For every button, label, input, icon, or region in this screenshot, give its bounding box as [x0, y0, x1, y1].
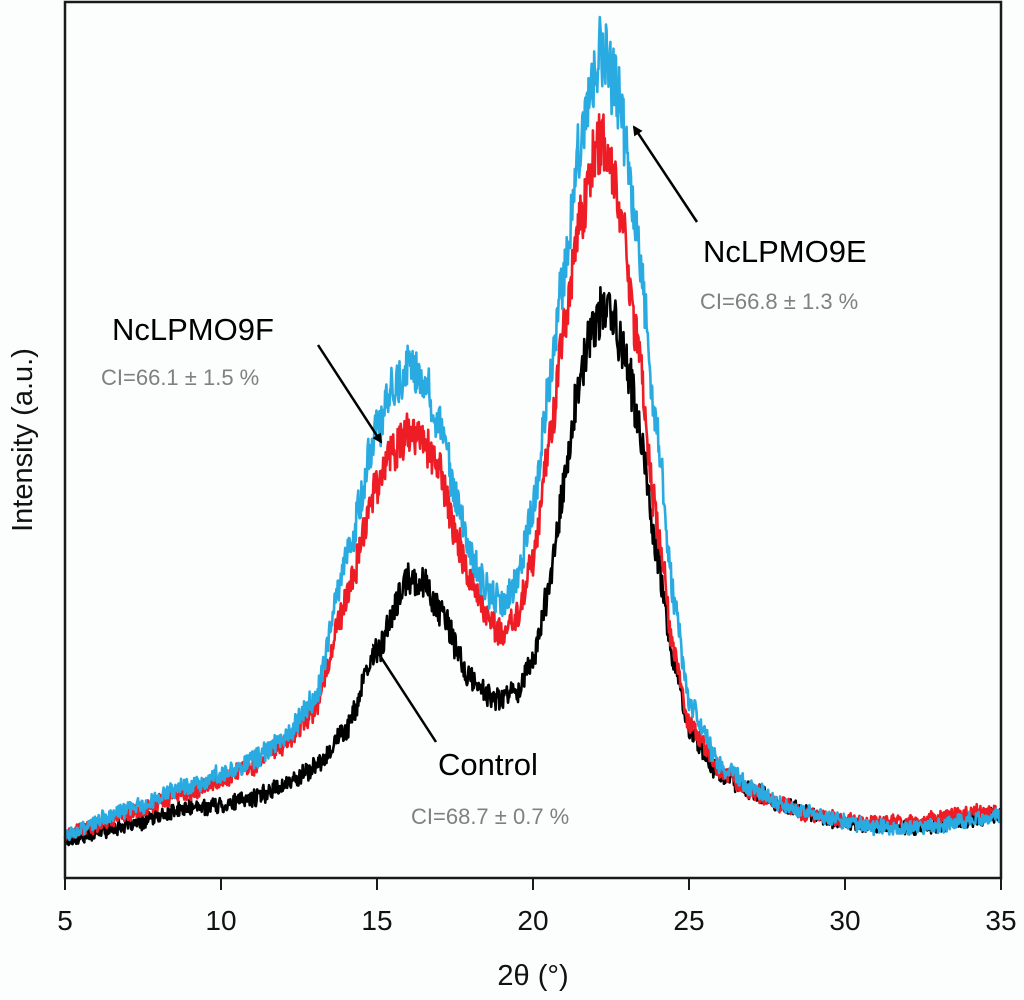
- arrow-control: [371, 643, 438, 743]
- x-tick-label-5: 5: [57, 905, 73, 936]
- annotation-label-nclpmo9e: NcLPMO9E: [703, 234, 867, 269]
- annotation-nclpmo9f: NcLPMO9F CI=66.1 ± 1.5 %: [101, 312, 383, 444]
- annotation-control: Control CI=68.7 ± 0.7 %: [371, 643, 569, 829]
- x-tick-label-35: 35: [985, 905, 1016, 936]
- annotation-ci-nclpmo9e: CI=66.8 ± 1.3 %: [700, 289, 858, 314]
- y-axis-title: Intensity (a.u.): [7, 348, 39, 532]
- series-layer: [63, 15, 1003, 847]
- x-tick-label-15: 15: [361, 905, 392, 936]
- x-tick-label-10: 10: [205, 905, 236, 936]
- annotation-label-nclpmo9f: NcLPMO9F: [112, 312, 274, 347]
- annotation-label-control: Control: [438, 747, 538, 782]
- x-tick-label-30: 30: [829, 905, 860, 936]
- x-axis-tick-labels: 5 10 15 20 25 30 35: [57, 905, 1016, 936]
- annotation-ci-control: CI=68.7 ± 0.7 %: [411, 804, 569, 829]
- x-tick-label-25: 25: [673, 905, 704, 936]
- x-tick-label-20: 20: [517, 905, 548, 936]
- series-line-nclpmo9e: [63, 15, 1003, 842]
- series-line-nclpmo9f: [64, 113, 1003, 841]
- arrow-nclpmo9f: [316, 344, 383, 444]
- x-axis-ticks: [64, 878, 1002, 890]
- x-axis-title: 2θ (°): [497, 960, 568, 992]
- arrow-nclpmo9e: [632, 125, 699, 223]
- annotation-nclpmo9e: NcLPMO9E CI=66.8 ± 1.3 %: [632, 125, 867, 314]
- annotation-ci-nclpmo9f: CI=66.1 ± 1.5 %: [101, 365, 259, 390]
